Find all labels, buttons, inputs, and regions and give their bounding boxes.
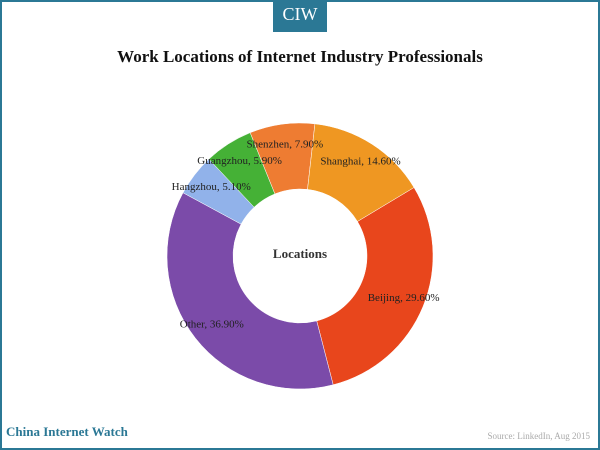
- slice: [166, 192, 334, 390]
- logo-box: [273, 0, 327, 32]
- slice: [316, 187, 434, 386]
- slice: [307, 123, 415, 222]
- slice-label: Shenzhen, 7.90%: [246, 139, 323, 151]
- slice-label: Hangzhou, 5.10%: [172, 181, 251, 193]
- footer-site: China Internet Watch: [6, 424, 129, 439]
- chart-title: Work Locations of Internet Industry Prof…: [117, 47, 483, 66]
- slice-label: Beijing, 29.60%: [368, 292, 440, 304]
- slice-label: Shanghai, 14.60%: [320, 155, 400, 167]
- logo: CIW: [283, 4, 318, 24]
- slice-label: Other, 36.90%: [180, 319, 244, 331]
- center-label: Locations: [273, 246, 327, 261]
- footer-source: Source: LinkedIn, Aug 2015: [488, 431, 591, 441]
- slice-label: Guangzhou, 5.90%: [197, 155, 282, 167]
